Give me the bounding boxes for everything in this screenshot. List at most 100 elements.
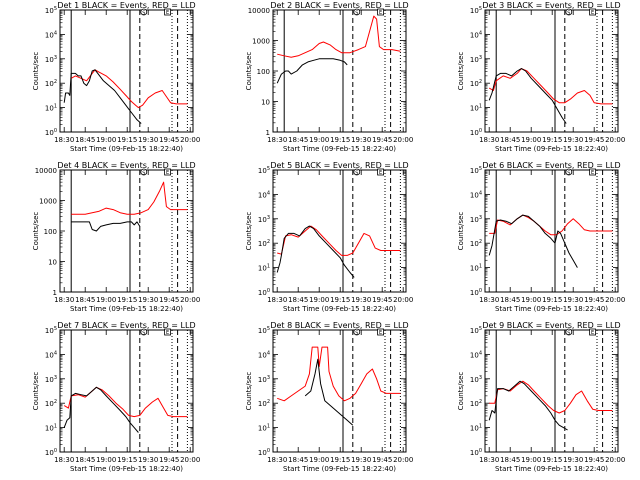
y-tick-label: 102 xyxy=(258,239,270,248)
x-tick-label: 18:45 xyxy=(288,296,308,304)
end-marker-letter: E xyxy=(379,10,382,16)
y-tick-label: 102 xyxy=(470,79,482,88)
start-marker-letter: S xyxy=(567,171,570,177)
x-tick-label: 18:45 xyxy=(500,136,520,144)
x-tick-label: 19:15 xyxy=(330,136,350,144)
x-tick-label: 19:15 xyxy=(117,296,137,304)
y-tick-label: 104 xyxy=(470,30,482,39)
y-tick-label: 102 xyxy=(470,399,482,408)
y-tick-label: 101 xyxy=(470,264,482,273)
x-tick-label: 19:00 xyxy=(521,296,541,304)
y-tick-label: 105 xyxy=(45,326,57,335)
plot-frame xyxy=(272,169,407,293)
x-tick-label: 19:15 xyxy=(117,136,137,144)
lld-series-line xyxy=(277,346,401,402)
y-axis-label: Counts/sec xyxy=(457,372,465,411)
y-tick-label: 100 xyxy=(258,288,270,297)
events-series-line xyxy=(488,68,567,124)
x-tick-label: 19:45 xyxy=(159,136,179,144)
x-tick-label: 20:00 xyxy=(605,456,625,464)
start-marker-glyph xyxy=(140,328,148,336)
x-tick-label: 19:15 xyxy=(542,456,562,464)
x-tick-label: 20:00 xyxy=(180,136,200,144)
x-axis-label: Start Time (09-Feb-15 18:22:40) xyxy=(283,465,396,473)
x-tick-label: 18:30 xyxy=(479,296,499,304)
panel-3: Det 3 BLACK = Events, RED = LLD 100 101 102… xyxy=(457,1,625,153)
panel-5: Det 5 BLACK = Events, RED = LLD 100 101 102… xyxy=(245,161,413,313)
x-tick-label: 19:30 xyxy=(563,136,583,144)
panel-8: Det 8 BLACK = Events, RED = LLD 100 101 102… xyxy=(245,321,413,473)
y-tick-label: 101 xyxy=(45,424,57,433)
x-tick-label: 20:00 xyxy=(180,296,200,304)
y-tick-label: 10000 xyxy=(248,7,270,15)
x-tick-label: 19:00 xyxy=(96,456,116,464)
y-tick-label: 1 xyxy=(266,129,270,137)
y-axis-label: Counts/sec xyxy=(457,52,465,91)
end-marker-letter: E xyxy=(591,330,594,336)
y-tick-label: 100 xyxy=(470,448,482,457)
x-tick-label: 19:00 xyxy=(309,136,329,144)
lld-series-line xyxy=(488,68,613,105)
panel-title: Det 1 BLACK = Events, RED = LLD xyxy=(57,1,195,10)
y-tick-label: 101 xyxy=(258,264,270,273)
y-tick-label: 10 xyxy=(48,259,57,267)
y-tick-label: 104 xyxy=(258,190,270,199)
y-axis-label: Counts/sec xyxy=(245,212,253,251)
x-axis-label: Start Time (09-Feb-15 18:22:40) xyxy=(283,145,396,153)
events-series-line xyxy=(488,214,578,268)
plot-frame xyxy=(272,9,407,133)
x-tick-label: 19:45 xyxy=(372,136,392,144)
x-tick-label: 19:30 xyxy=(138,136,158,144)
x-tick-label: 20:00 xyxy=(393,296,413,304)
y-tick-label: 100 xyxy=(470,288,482,297)
plot-frame xyxy=(59,329,194,453)
x-tick-label: 19:45 xyxy=(372,296,392,304)
y-tick-label: 105 xyxy=(470,6,482,15)
y-tick-label: 100 xyxy=(44,228,57,236)
x-tick-label: 18:30 xyxy=(267,136,287,144)
x-tick-label: 19:45 xyxy=(584,136,604,144)
y-axis-label: Counts/sec xyxy=(245,372,253,411)
y-tick-label: 105 xyxy=(470,326,482,335)
y-tick-label: 1000 xyxy=(252,38,270,46)
x-axis-label: Start Time (09-Feb-15 18:22:40) xyxy=(495,465,608,473)
y-axis-label: Counts/sec xyxy=(245,52,253,91)
panel-4: Det 4 BLACK = Events, RED = LLD 1 10 100 100… xyxy=(32,161,200,313)
start-marker-glyph xyxy=(140,8,148,16)
x-tick-label: 18:30 xyxy=(54,456,74,464)
y-tick-label: 103 xyxy=(470,55,482,64)
x-tick-label: 19:30 xyxy=(138,296,158,304)
x-tick-label: 19:30 xyxy=(138,456,158,464)
y-tick-label: 100 xyxy=(45,448,57,457)
plot-frame xyxy=(59,9,194,133)
start-marker-letter: S xyxy=(142,171,145,177)
end-marker-glyph xyxy=(164,328,172,336)
y-tick-label: 104 xyxy=(45,30,57,39)
end-marker-letter: E xyxy=(591,10,594,16)
end-marker-glyph xyxy=(589,168,596,176)
end-marker-letter: E xyxy=(591,170,594,176)
x-tick-label: 19:45 xyxy=(584,296,604,304)
plot-frame xyxy=(484,169,619,293)
x-tick-label: 19:15 xyxy=(117,456,137,464)
events-series-line xyxy=(63,386,139,433)
x-tick-label: 20:00 xyxy=(393,456,413,464)
y-tick-label: 104 xyxy=(45,350,57,359)
y-tick-label: 101 xyxy=(45,104,57,113)
events-series-line xyxy=(276,58,348,84)
y-tick-label: 103 xyxy=(470,375,482,384)
y-tick-label: 100 xyxy=(257,68,270,76)
panel-title: Det 2 BLACK = Events, RED = LLD xyxy=(270,1,408,10)
x-axis-label: Start Time (09-Feb-15 18:22:40) xyxy=(495,305,608,313)
y-tick-label: 1 xyxy=(53,289,57,297)
y-tick-label: 102 xyxy=(470,239,482,248)
start-marker-letter: S xyxy=(142,11,145,17)
x-tick-label: 19:00 xyxy=(521,456,541,464)
x-tick-label: 20:00 xyxy=(393,136,413,144)
x-tick-label: 19:30 xyxy=(351,456,371,464)
y-tick-label: 101 xyxy=(470,104,482,113)
start-marker-glyph xyxy=(565,328,573,336)
panel-7: Det 7 BLACK = Events, RED = LLD 100 101 102… xyxy=(32,321,200,473)
y-tick-label: 100 xyxy=(470,128,482,137)
lld-series-line xyxy=(63,386,188,418)
